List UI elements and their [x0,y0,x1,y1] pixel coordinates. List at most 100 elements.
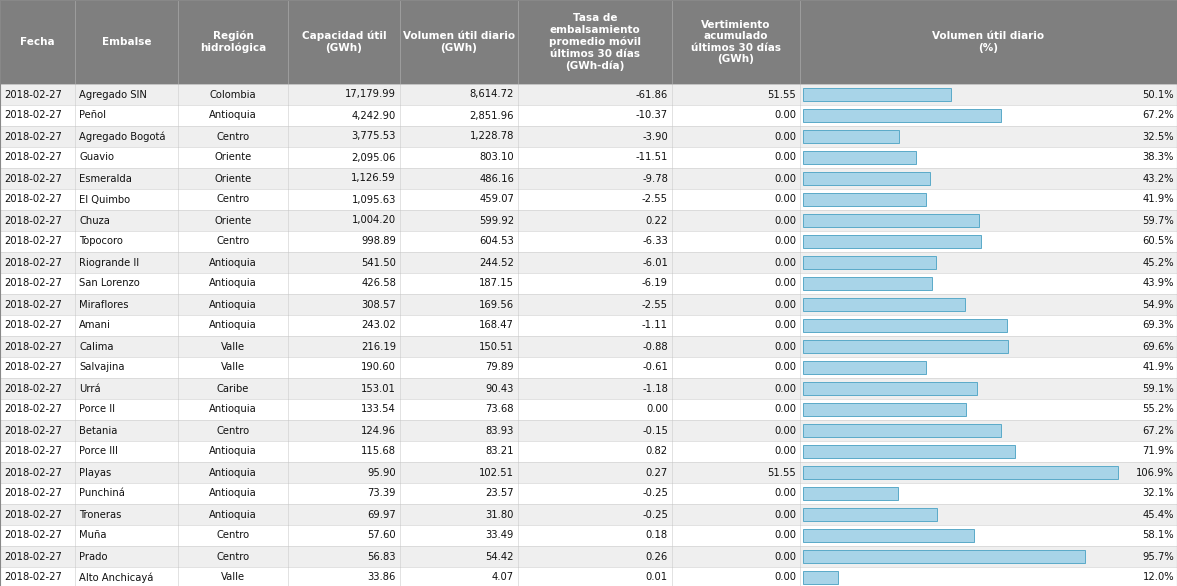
Text: Oriente: Oriente [214,152,252,162]
Text: Tasa de
embalsamiento
promedio móvil
últimos 30 días
(GWh-día): Tasa de embalsamiento promedio móvil últ… [548,13,641,71]
Text: Muña: Muña [79,530,106,540]
Text: 0.00: 0.00 [646,404,669,414]
Text: 54.9%: 54.9% [1143,299,1173,309]
Text: 2018-02-27: 2018-02-27 [4,509,62,520]
Text: Oriente: Oriente [214,216,252,226]
Text: 69.3%: 69.3% [1143,321,1173,331]
Text: Playas: Playas [79,468,112,478]
Text: Agregado Bogotá: Agregado Bogotá [79,131,166,142]
Text: Antioquia: Antioquia [210,404,257,414]
Text: Capacidad útil
(GWh): Capacidad útil (GWh) [301,31,386,53]
Text: Antioquia: Antioquia [210,321,257,331]
Text: 31.80: 31.80 [486,509,514,520]
Text: 243.02: 243.02 [361,321,395,331]
Text: 32.5%: 32.5% [1143,131,1173,141]
Bar [0,294,1177,315]
Text: -61.86: -61.86 [636,90,669,100]
Text: 71.9%: 71.9% [1142,447,1173,456]
Text: Centro: Centro [217,530,250,540]
Text: 33.49: 33.49 [486,530,514,540]
Text: 73.68: 73.68 [485,404,514,414]
Text: Guavio: Guavio [79,152,114,162]
Text: Región
hidrológica: Región hidrológica [200,30,266,53]
Text: 2018-02-27: 2018-02-27 [4,90,62,100]
Bar [0,105,1177,126]
Text: 57.60: 57.60 [367,530,395,540]
Text: Centro: Centro [217,551,250,561]
Text: Antioquia: Antioquia [210,447,257,456]
Text: 2018-02-27: 2018-02-27 [4,321,62,331]
Text: 73.39: 73.39 [367,489,395,499]
Text: 45.4%: 45.4% [1143,509,1173,520]
Text: 95.7%: 95.7% [1142,551,1173,561]
Text: 2018-02-27: 2018-02-27 [4,425,62,435]
Bar [0,462,1177,483]
Text: Centro: Centro [217,425,250,435]
Bar [803,571,838,584]
Text: 2018-02-27: 2018-02-27 [4,216,62,226]
Text: Punchiná: Punchiná [79,489,125,499]
Text: San Lorenzo: San Lorenzo [79,278,140,288]
Text: 604.53: 604.53 [479,237,514,247]
Text: Volumen útil diario
(%): Volumen útil diario (%) [932,31,1044,53]
Bar [803,109,1000,122]
Text: 0.00: 0.00 [774,404,796,414]
Text: 2018-02-27: 2018-02-27 [4,447,62,456]
Bar [0,336,1177,357]
Text: 59.1%: 59.1% [1142,383,1173,394]
Text: Miraflores: Miraflores [79,299,128,309]
Text: 2018-02-27: 2018-02-27 [4,489,62,499]
Text: Chuza: Chuza [79,216,109,226]
Text: 1,126.59: 1,126.59 [352,173,395,183]
Text: Urrá: Urrá [79,383,100,394]
Bar [0,441,1177,462]
Bar [803,529,975,542]
Text: Agregado SIN: Agregado SIN [79,90,147,100]
Text: 2018-02-27: 2018-02-27 [4,111,62,121]
Text: 8,614.72: 8,614.72 [470,90,514,100]
Text: 2018-02-27: 2018-02-27 [4,468,62,478]
Text: 0.00: 0.00 [774,195,796,205]
Bar [0,126,1177,147]
Text: 3,775.53: 3,775.53 [352,131,395,141]
Text: 2018-02-27: 2018-02-27 [4,551,62,561]
Bar [0,168,1177,189]
Text: 56.83: 56.83 [367,551,395,561]
Text: Antioquia: Antioquia [210,489,257,499]
Text: 41.9%: 41.9% [1143,195,1173,205]
Text: Porce II: Porce II [79,404,115,414]
Text: 12.0%: 12.0% [1143,573,1173,582]
Text: El Quimbo: El Quimbo [79,195,131,205]
Text: Peñol: Peñol [79,111,106,121]
Bar [0,147,1177,168]
Text: 0.22: 0.22 [646,216,669,226]
Text: Embalse: Embalse [101,37,152,47]
Text: 2018-02-27: 2018-02-27 [4,237,62,247]
Text: 541.50: 541.50 [361,257,395,267]
Text: 69.6%: 69.6% [1142,342,1173,352]
Text: 2018-02-27: 2018-02-27 [4,342,62,352]
Text: 2,851.96: 2,851.96 [470,111,514,121]
Text: 4.07: 4.07 [492,573,514,582]
Text: Centro: Centro [217,237,250,247]
Text: 0.00: 0.00 [774,383,796,394]
Text: 2018-02-27: 2018-02-27 [4,363,62,373]
Text: -3.90: -3.90 [643,131,669,141]
Text: 115.68: 115.68 [361,447,395,456]
Bar [0,189,1177,210]
Text: 51.55: 51.55 [767,468,796,478]
Text: 69.97: 69.97 [367,509,395,520]
Text: 79.89: 79.89 [485,363,514,373]
Text: Alto Anchicayá: Alto Anchicayá [79,573,153,582]
Text: 168.47: 168.47 [479,321,514,331]
Text: 1,004.20: 1,004.20 [352,216,395,226]
Bar [0,567,1177,586]
Bar [803,361,926,374]
Text: 0.00: 0.00 [774,237,796,247]
Bar [803,445,1015,458]
Text: 803.10: 803.10 [479,152,514,162]
Text: Prado: Prado [79,551,107,561]
Bar [803,88,951,101]
Text: -6.01: -6.01 [643,257,669,267]
Text: 4,242.90: 4,242.90 [352,111,395,121]
